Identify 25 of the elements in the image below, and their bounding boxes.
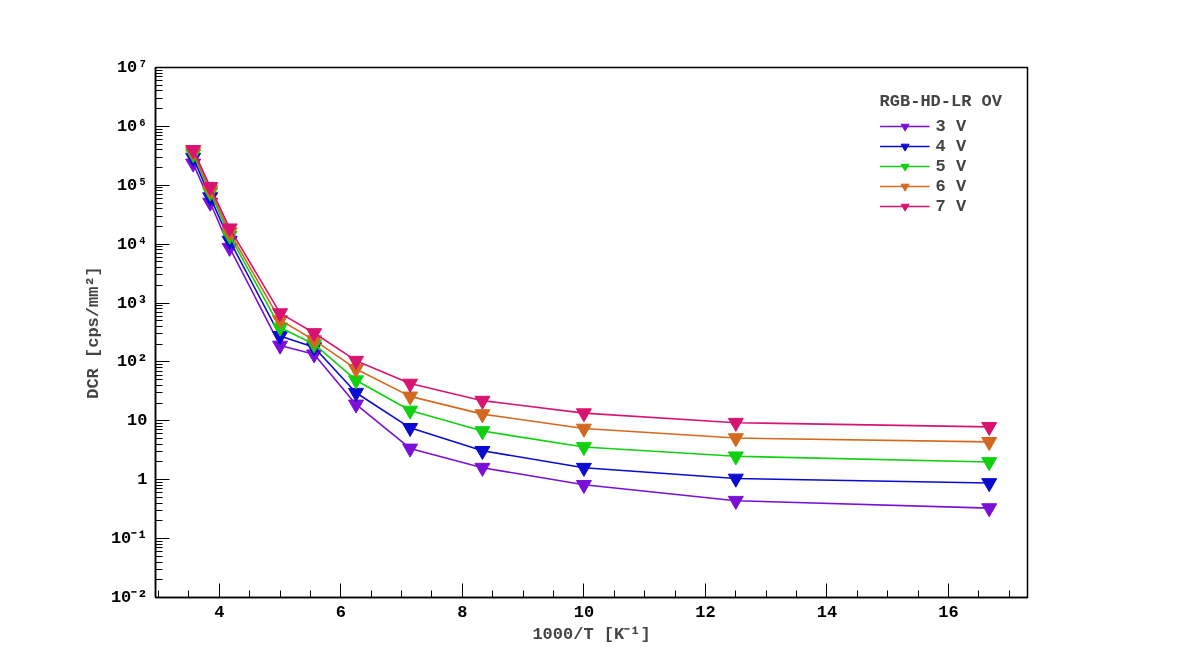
x-tick-label: 10 — [573, 602, 595, 622]
y-tick-label: 10⁶ — [116, 116, 148, 136]
legend-label: 6 V — [935, 176, 967, 196]
legend-label: 4 V — [935, 136, 967, 156]
y-axis-title: DCR [cps/mm²] — [83, 266, 103, 399]
y-tick-label: 10⁷ — [116, 58, 148, 77]
x-tick-label: 14 — [816, 602, 838, 622]
y-tick-label: 10⁻² — [110, 588, 148, 607]
legend-label: 3 V — [935, 116, 967, 136]
x-tick-label: 8 — [457, 602, 468, 622]
x-tick-label: 6 — [335, 602, 346, 622]
x-axis-title: 1000/T [K⁻¹] — [532, 624, 651, 644]
y-tick-label: 10² — [116, 352, 148, 372]
x-tick-label: 12 — [695, 602, 716, 622]
y-tick-label: 10⁴ — [116, 234, 148, 254]
y-tick-label: 10⁵ — [116, 175, 148, 195]
legend-title: RGB-HD-LR OV — [879, 92, 1002, 111]
y-tick-label: 10⁻¹ — [110, 529, 148, 549]
y-tick-label: 1 — [137, 470, 148, 490]
y-tick-label: 10 — [127, 411, 148, 431]
legend-label: 5 V — [935, 156, 967, 176]
y-tick-label: 10³ — [116, 293, 148, 313]
x-tick-label: 4 — [214, 602, 225, 622]
x-tick-label: 16 — [938, 602, 959, 622]
legend-label: 7 V — [935, 196, 967, 216]
